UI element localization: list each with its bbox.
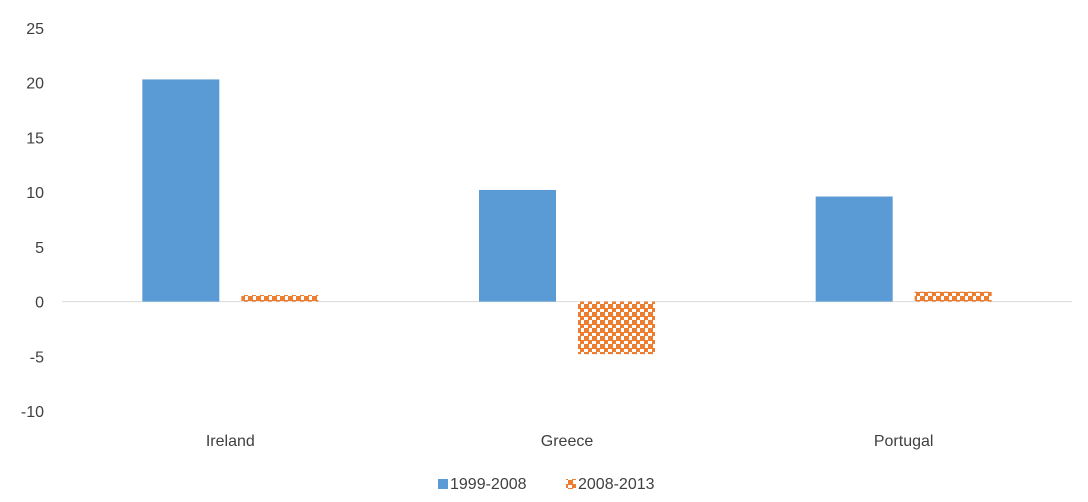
legend-swatch [438, 479, 448, 489]
y-tick-label: -10 [21, 404, 44, 421]
legend-label: 1999-2008 [450, 476, 527, 493]
legend-label: 2008-2013 [578, 476, 655, 493]
y-tick-label: 5 [35, 240, 44, 257]
y-tick-label: 15 [26, 130, 44, 147]
y-tick-label: -5 [30, 349, 44, 366]
bar-ireland-1999-2008 [142, 79, 220, 302]
legend: 1999-2008 2008-2013 [438, 476, 655, 493]
x-category-label: Ireland [206, 433, 255, 450]
x-category-label: Portugal [874, 433, 934, 450]
bar-greece-1999-2008 [479, 189, 556, 302]
y-axis: -10 -5 0 5 10 15 20 25 [21, 21, 44, 421]
legend-swatch [566, 479, 576, 489]
x-category-label: Greece [541, 433, 594, 450]
y-tick-label: 0 [35, 295, 44, 312]
bar-portugal-1999-2008 [815, 196, 893, 302]
bar-portugal-2008-2013 [914, 291, 992, 302]
y-tick-label: 10 [26, 185, 44, 202]
bar-greece-2008-2013 [578, 301, 655, 355]
bars [142, 79, 992, 355]
x-axis: Ireland Greece Portugal [62, 301, 1072, 450]
y-tick-label: 20 [26, 76, 44, 93]
y-tick-label: 25 [26, 21, 44, 38]
bar-ireland-2008-2013 [241, 295, 319, 302]
